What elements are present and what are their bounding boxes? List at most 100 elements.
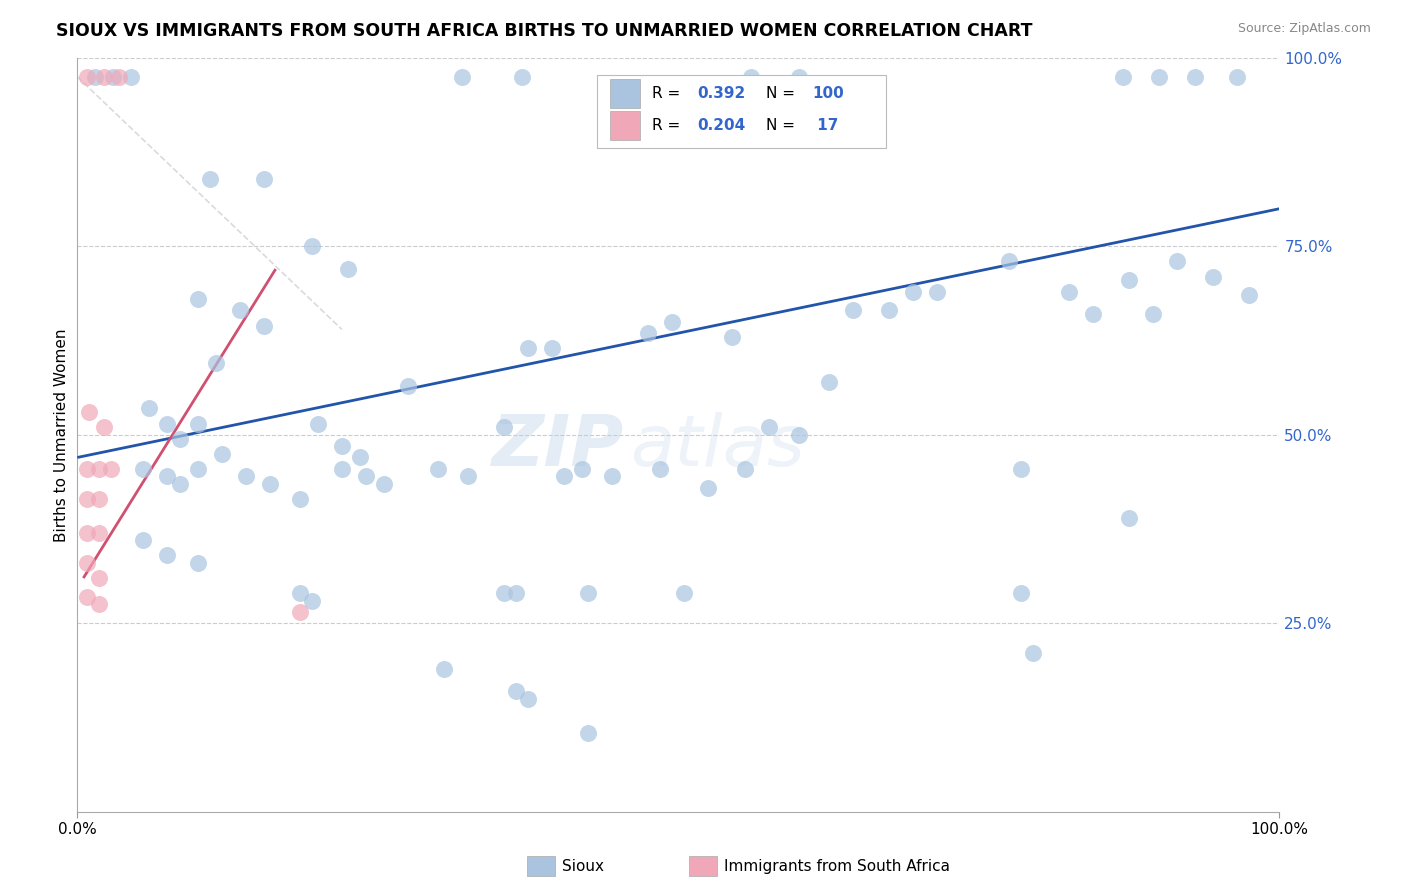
Point — [541, 341, 564, 355]
Text: atlas: atlas — [630, 411, 804, 481]
Point — [120, 70, 142, 84]
Point — [235, 469, 257, 483]
Point — [661, 315, 683, 329]
Point — [330, 462, 353, 476]
Point — [1022, 647, 1045, 661]
Point — [1010, 586, 1032, 600]
Point — [79, 405, 101, 419]
Point — [1118, 510, 1140, 524]
Point — [330, 439, 353, 453]
Point — [1112, 70, 1135, 84]
Point — [877, 303, 900, 318]
Point — [1142, 307, 1164, 321]
Point — [288, 586, 311, 600]
Point — [169, 476, 191, 491]
Point — [93, 70, 115, 84]
Point — [156, 549, 179, 563]
Point — [187, 292, 209, 306]
Point — [349, 450, 371, 465]
Point — [817, 375, 839, 389]
Point — [187, 417, 209, 431]
Point — [517, 691, 540, 706]
Point — [673, 586, 696, 600]
Point — [1226, 70, 1249, 84]
Point — [93, 420, 115, 434]
Point — [517, 341, 540, 355]
Point — [87, 462, 110, 476]
Point — [998, 254, 1021, 268]
Point — [1010, 462, 1032, 476]
Point — [100, 462, 122, 476]
Point — [1166, 254, 1188, 268]
Point — [204, 356, 226, 370]
Point — [758, 420, 780, 434]
Point — [87, 571, 110, 585]
Point — [336, 262, 359, 277]
Point — [228, 303, 250, 318]
Point — [637, 326, 659, 340]
Point — [87, 598, 110, 612]
Point — [1184, 70, 1206, 84]
Text: 0.204: 0.204 — [697, 119, 745, 133]
Point — [259, 476, 281, 491]
Point — [1057, 285, 1080, 299]
Point — [156, 417, 179, 431]
Text: R =: R = — [652, 119, 685, 133]
Point — [787, 428, 810, 442]
Point — [576, 586, 599, 600]
Point — [925, 285, 948, 299]
Point — [76, 462, 98, 476]
Point — [169, 432, 191, 446]
Point — [510, 70, 533, 84]
Point — [505, 684, 527, 698]
Point — [87, 525, 110, 540]
Bar — [610, 112, 640, 140]
Bar — [610, 79, 640, 108]
Point — [103, 70, 125, 84]
Text: 100: 100 — [811, 86, 844, 101]
Point — [600, 469, 623, 483]
Point — [253, 171, 276, 186]
Point — [1239, 288, 1261, 302]
Point — [433, 661, 456, 675]
Point — [740, 70, 762, 84]
Text: ZIP: ZIP — [492, 411, 624, 481]
Point — [787, 70, 810, 84]
Point — [87, 491, 110, 506]
Text: Source: ZipAtlas.com: Source: ZipAtlas.com — [1237, 22, 1371, 36]
Point — [301, 593, 323, 607]
Point — [505, 586, 527, 600]
Point — [156, 469, 179, 483]
Point — [132, 533, 155, 548]
Point — [301, 239, 323, 253]
Point — [697, 481, 720, 495]
Point — [187, 556, 209, 570]
Point — [1081, 307, 1104, 321]
Point — [650, 462, 672, 476]
Text: 0.392: 0.392 — [697, 86, 745, 101]
Point — [734, 462, 756, 476]
Point — [1149, 70, 1171, 84]
Point — [76, 556, 98, 570]
Point — [576, 725, 599, 739]
Point — [1118, 273, 1140, 287]
Point — [198, 171, 221, 186]
Point — [307, 417, 329, 431]
Point — [901, 285, 924, 299]
Point — [76, 70, 98, 84]
FancyBboxPatch shape — [596, 75, 886, 148]
Point — [108, 70, 131, 84]
Text: N =: N = — [766, 119, 796, 133]
Text: R =: R = — [652, 86, 685, 101]
Point — [76, 491, 98, 506]
Point — [494, 586, 516, 600]
Point — [76, 590, 98, 604]
Point — [1202, 269, 1225, 284]
Text: Immigrants from South Africa: Immigrants from South Africa — [724, 859, 950, 873]
Point — [427, 462, 450, 476]
Point — [841, 303, 863, 318]
Y-axis label: Births to Unmarried Women: Births to Unmarried Women — [53, 328, 69, 541]
Point — [373, 476, 395, 491]
Point — [354, 469, 377, 483]
Point — [396, 379, 419, 393]
